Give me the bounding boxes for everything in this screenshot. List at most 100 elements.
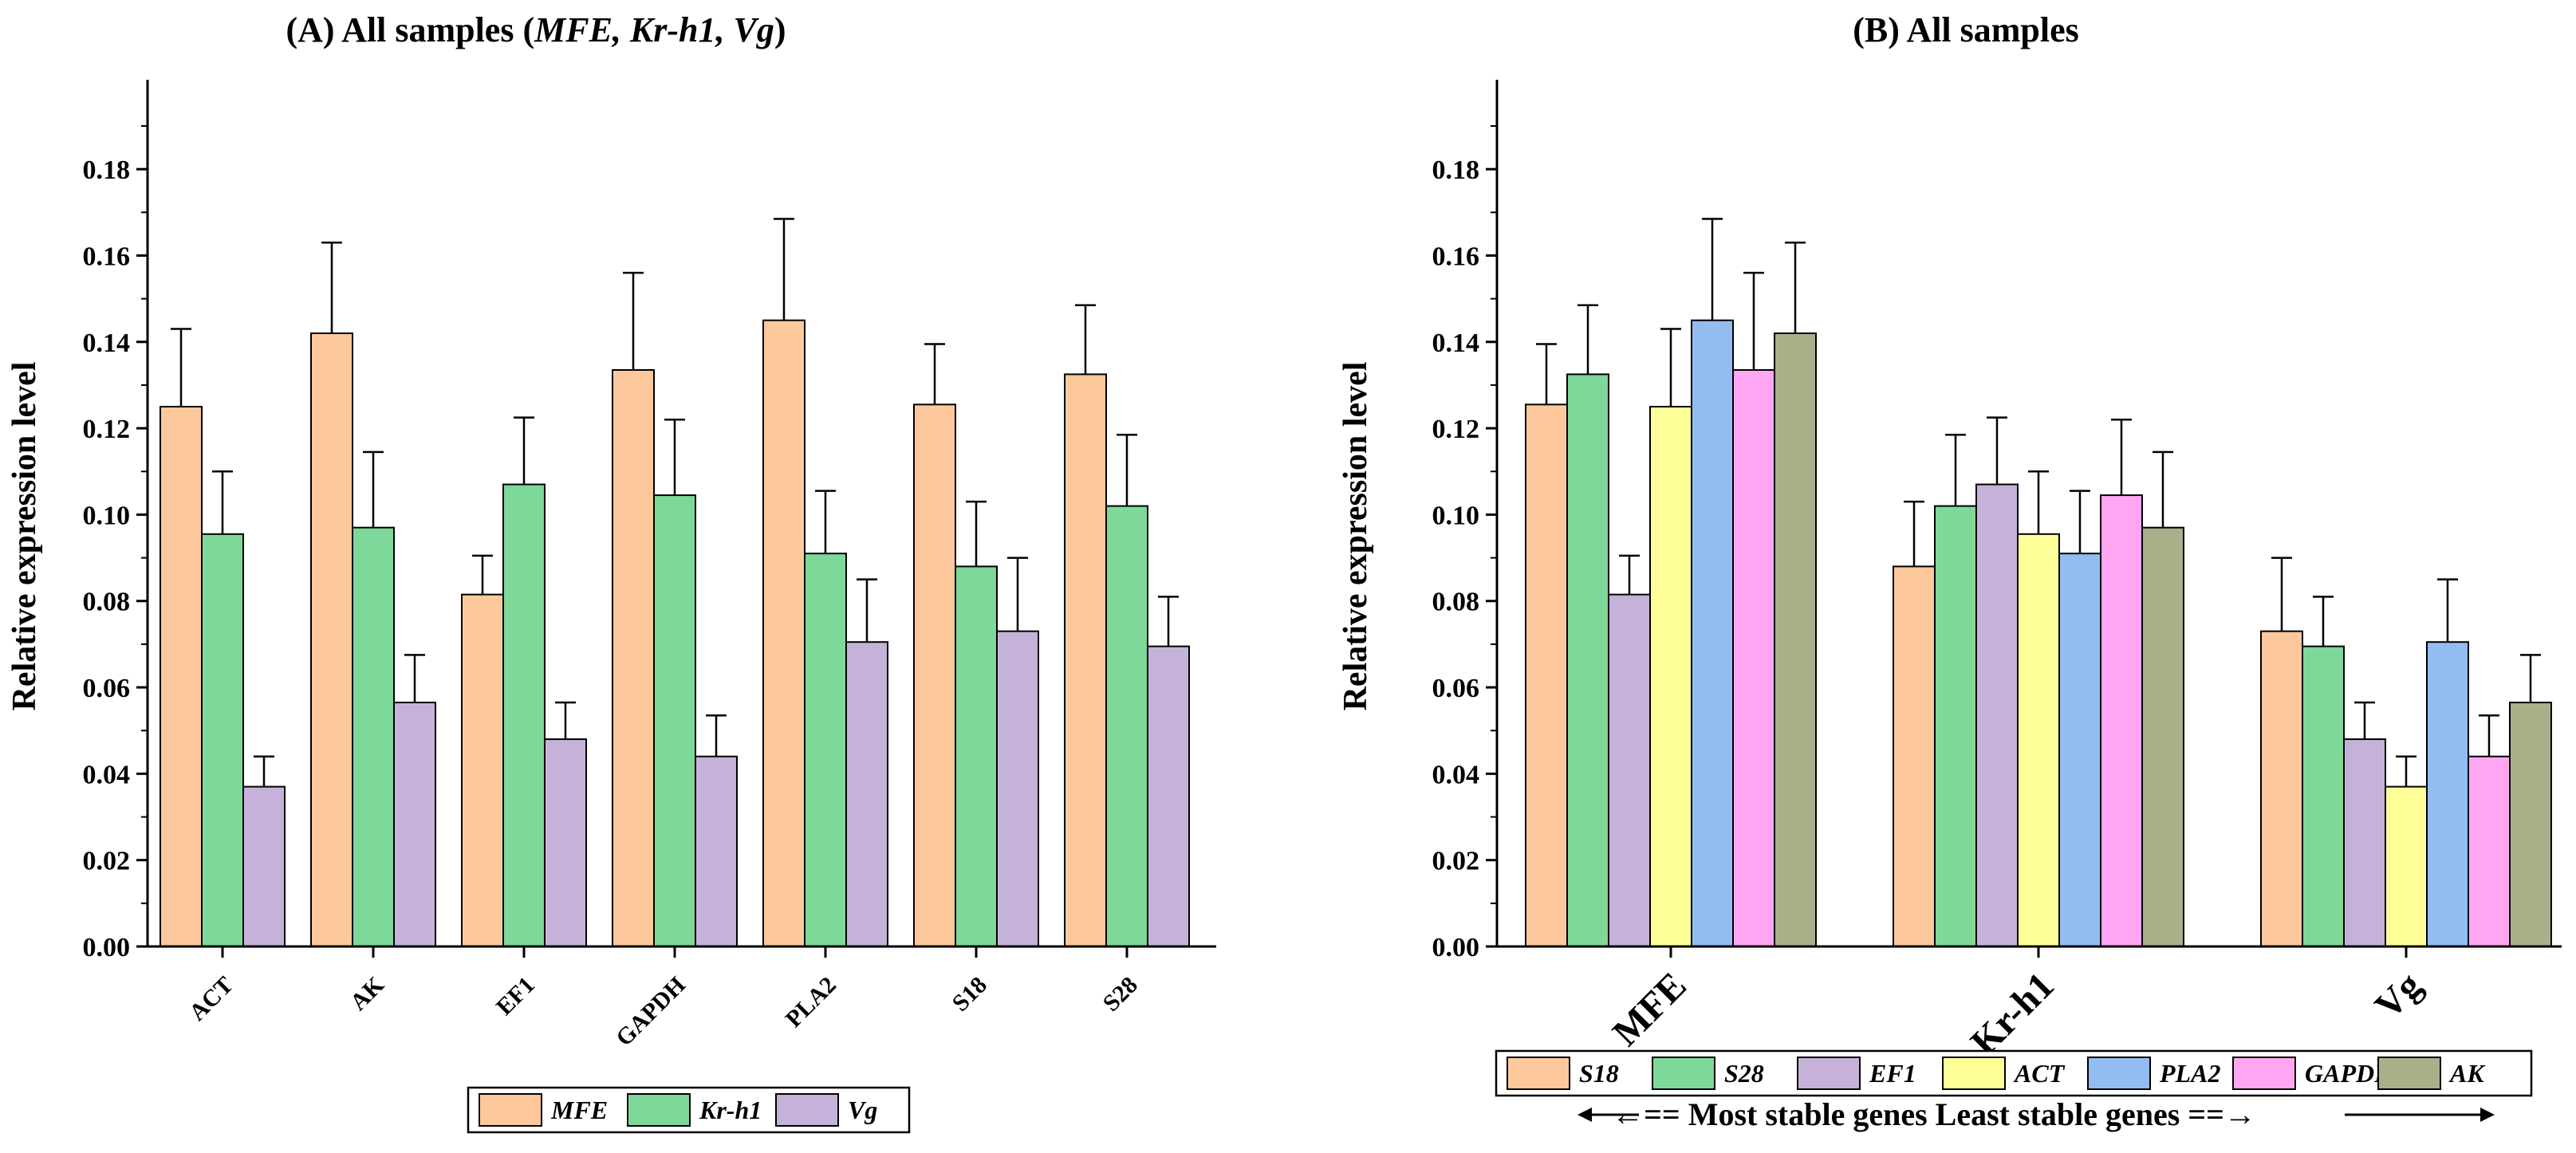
y-tick-label: 0.12 bbox=[1432, 415, 1480, 444]
error-bar-ACT-Kr-h1 bbox=[2028, 470, 2049, 534]
x-tick-label: S28 bbox=[1098, 972, 1143, 1017]
y-tick-label: 0.06 bbox=[83, 674, 131, 703]
stability-annotation: ←== Most stable genes Least stable genes… bbox=[1612, 1096, 2256, 1132]
error-bar-AK-MFE bbox=[1785, 241, 1806, 333]
bar-EF1-Kr-h1 bbox=[1975, 483, 2019, 947]
error-bar-S18-Vg bbox=[2271, 557, 2292, 632]
bar-MFE-EF1 bbox=[461, 593, 504, 947]
stability-arrows bbox=[1578, 1108, 2495, 1122]
x-tick-label: MFE bbox=[1605, 964, 1695, 1054]
y-tick-label: 0.04 bbox=[83, 760, 131, 789]
panel-a-title: (A) All samples (MFE, Kr-h1, Vg) bbox=[286, 10, 786, 49]
legend-swatch-Kr-h1 bbox=[627, 1093, 691, 1127]
panel-b-chart: (B) All samples Relative expression leve… bbox=[1337, 10, 2562, 1132]
x-tick-label: S18 bbox=[947, 972, 992, 1017]
y-tick-label: 0.14 bbox=[83, 329, 131, 358]
error-bar-S28-Kr-h1 bbox=[1945, 433, 1966, 506]
x-tick-label: GAPDH bbox=[611, 972, 691, 1052]
error-bar-PLA2-MFE bbox=[1702, 218, 1723, 321]
bar-EF1-MFE bbox=[1608, 593, 1651, 947]
y-tick-label: 0.14 bbox=[1432, 329, 1480, 358]
x-tick-label: Kr-h1 bbox=[1963, 964, 2062, 1064]
error-bar-Kr-h1-ACT bbox=[212, 470, 233, 534]
y-tick-label: 0.10 bbox=[83, 501, 131, 530]
legend-swatch-S18 bbox=[1507, 1057, 1570, 1090]
error-bar-GAPDH-MFE bbox=[1743, 271, 1764, 370]
error-bar-PLA2-Kr-h1 bbox=[2070, 490, 2090, 554]
error-bar-S18-MFE bbox=[1536, 343, 1557, 405]
bar-Vg-GAPDH bbox=[695, 755, 738, 947]
panel-a-chart: (A) All samples (MFE, Kr-h1, Vg) Relativ… bbox=[6, 10, 1216, 1134]
error-bar-MFE-EF1 bbox=[472, 554, 493, 595]
legend-swatch-Vg bbox=[775, 1093, 839, 1127]
error-bar-ACT-Vg bbox=[2396, 755, 2416, 787]
error-bar-S18-Kr-h1 bbox=[1904, 500, 1924, 567]
legend-label-Kr-h1: Kr-h1 bbox=[699, 1096, 762, 1124]
bar-MFE-ACT bbox=[160, 406, 203, 947]
legend-label-ACT: ACT bbox=[2013, 1059, 2066, 1088]
bar-GAPDH-Vg bbox=[2468, 755, 2511, 947]
legend-swatch-ACT bbox=[1942, 1057, 2006, 1090]
error-bar-MFE-ACT bbox=[171, 328, 191, 407]
error-bar-MFE-PLA2 bbox=[774, 218, 794, 321]
error-bar-AK-Vg bbox=[2520, 654, 2541, 703]
right-arrow-head bbox=[2480, 1108, 2495, 1122]
left-arrow-head bbox=[1578, 1108, 1592, 1122]
legend-label-PLA2: PLA2 bbox=[2159, 1059, 2220, 1088]
y-tick-label: 0.08 bbox=[83, 588, 131, 617]
bar-Vg-AK bbox=[393, 702, 436, 947]
legend-swatch-MFE bbox=[479, 1093, 542, 1127]
legend-label-S18: S18 bbox=[1579, 1059, 1619, 1088]
error-bar-Vg-AK bbox=[404, 654, 425, 703]
legend-label-EF1: EF1 bbox=[1869, 1059, 1916, 1088]
error-bar-Kr-h1-S18 bbox=[966, 500, 987, 567]
bar-S28-Vg bbox=[2302, 645, 2345, 948]
legend-swatch-PLA2 bbox=[2087, 1057, 2151, 1090]
y-tick-label: 0.16 bbox=[83, 242, 131, 271]
bar-AK-Vg bbox=[2509, 702, 2552, 947]
y-tick-label: 0.12 bbox=[83, 415, 131, 444]
error-bar-EF1-Vg bbox=[2354, 701, 2375, 740]
error-bar-ACT-MFE bbox=[1660, 328, 1681, 407]
bar-GAPDH-Kr-h1 bbox=[2100, 494, 2143, 947]
bar-S18-MFE bbox=[1525, 403, 1568, 947]
y-tick-label: 0.02 bbox=[1432, 847, 1480, 876]
bar-Vg-PLA2 bbox=[845, 641, 888, 947]
legend-label-AK: AK bbox=[2448, 1059, 2486, 1088]
bar-S18-Kr-h1 bbox=[1893, 565, 1936, 947]
error-bar-Kr-h1-PLA2 bbox=[815, 490, 836, 554]
bar-S18-Vg bbox=[2260, 630, 2303, 947]
error-bar-Kr-h1-EF1 bbox=[514, 416, 534, 485]
y-tick-label: 0.06 bbox=[1432, 674, 1480, 703]
bar-ACT-Vg bbox=[2385, 785, 2428, 947]
bar-Kr-h1-ACT bbox=[201, 533, 244, 947]
error-bar-Vg-S18 bbox=[1007, 557, 1028, 632]
bar-MFE-AK bbox=[310, 332, 353, 947]
bar-Kr-h1-EF1 bbox=[502, 483, 546, 947]
legend-swatch-EF1 bbox=[1797, 1057, 1861, 1090]
bar-PLA2-MFE bbox=[1691, 319, 1734, 948]
error-bar-Vg-S28 bbox=[1158, 596, 1179, 647]
bar-ACT-MFE bbox=[1649, 406, 1692, 947]
bar-MFE-PLA2 bbox=[762, 319, 805, 948]
error-bar-Vg-GAPDH bbox=[706, 714, 727, 757]
error-bar-S28-MFE bbox=[1578, 304, 1598, 375]
y-tick-label: 0.10 bbox=[1432, 501, 1480, 530]
bar-Kr-h1-AK bbox=[352, 526, 395, 947]
error-bar-EF1-MFE bbox=[1619, 554, 1640, 595]
bar-Vg-EF1 bbox=[544, 738, 587, 947]
legend: MFE Kr-h1 Vg bbox=[467, 1086, 911, 1134]
x-tick-label: PLA2 bbox=[781, 972, 841, 1033]
bar-MFE-GAPDH bbox=[612, 368, 655, 947]
bar-S28-MFE bbox=[1566, 373, 1609, 947]
error-bar-MFE-AK bbox=[321, 241, 342, 333]
x-tick-label: EF1 bbox=[491, 972, 540, 1021]
error-bar-MFE-GAPDH bbox=[623, 271, 644, 370]
y-tick-label: 0.08 bbox=[1432, 588, 1480, 617]
legend-swatch-AK bbox=[2377, 1057, 2441, 1090]
panel-a-y-axis-label: Relative expression level bbox=[6, 362, 43, 711]
bar-S28-Kr-h1 bbox=[1934, 505, 1977, 947]
panel-b-title: (B) All samples bbox=[1853, 10, 2079, 49]
error-bar-MFE-S28 bbox=[1075, 304, 1096, 375]
bar-PLA2-Kr-h1 bbox=[2058, 553, 2101, 947]
